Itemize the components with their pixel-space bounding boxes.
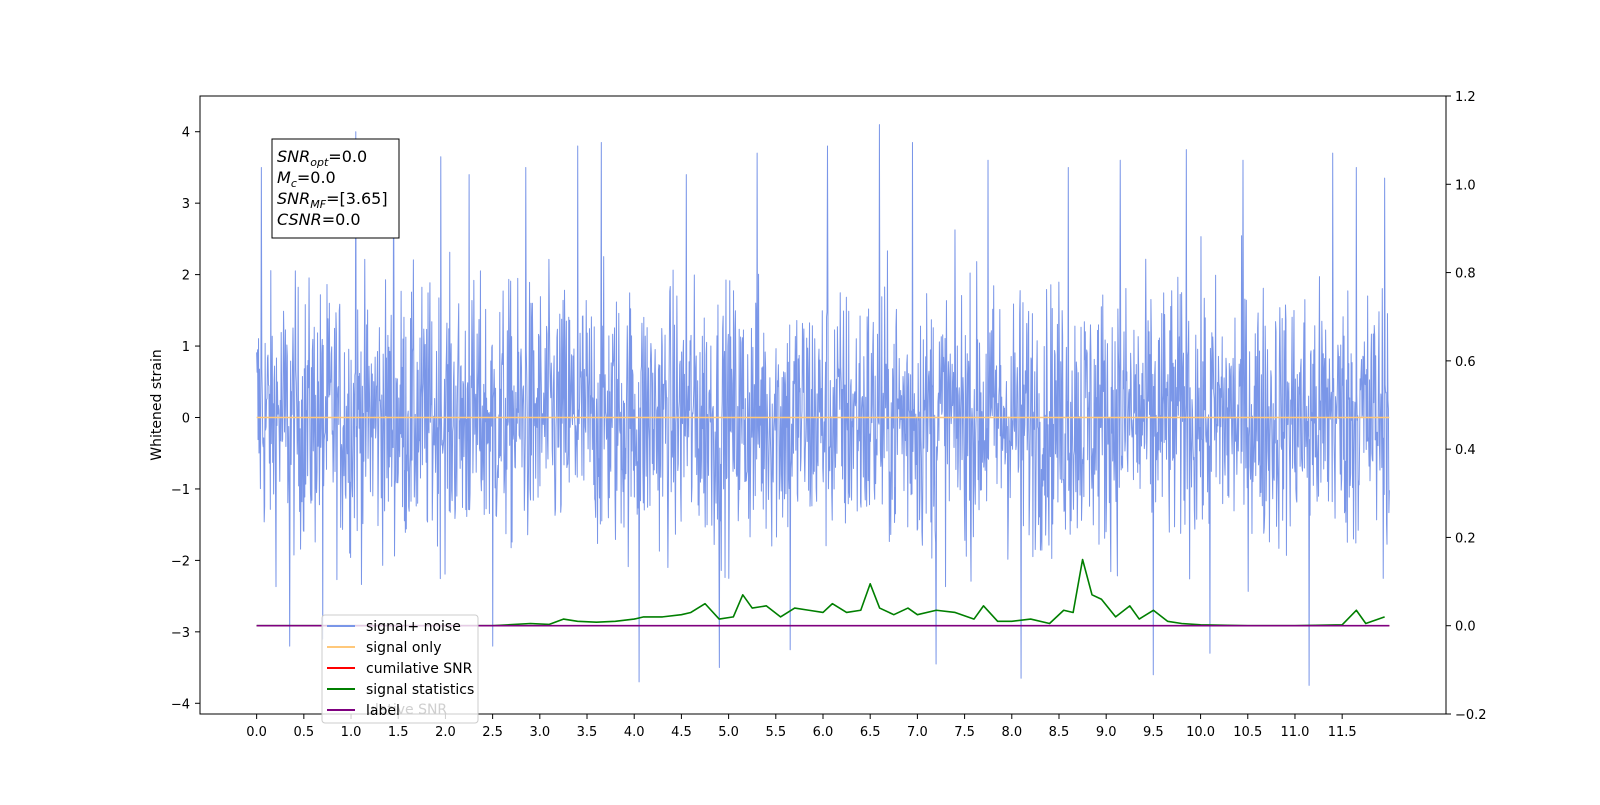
x-axis: 0.0 0.5 1.0 1.5 2.0 2.5 3.0 3.5 4.0 4.5 5.0 5.5 6.0 6… (246, 714, 1357, 740)
legend-label: signal only (366, 640, 441, 656)
x-tick-label: 10.0 (1186, 725, 1215, 740)
info-value: =0.0 (328, 147, 367, 166)
y2-tick-label: −0.2 (1455, 708, 1487, 723)
y-tick-label: −3 (171, 626, 190, 641)
y-tick-label: −1 (171, 483, 190, 498)
legend-label: cumilative SNR (366, 661, 473, 677)
series-line-3 (256, 558, 1385, 627)
info-line: SNRMF=[3.65] (277, 189, 388, 211)
y2-tick-label: 1.2 (1455, 90, 1476, 105)
y-axis-right: 1.2 1.0 0.8 0.6 0.4 0.2 0.0 −0.2 (1446, 90, 1487, 723)
x-tick-label: 2.5 (482, 725, 503, 740)
x-tick-label: 11.0 (1280, 725, 1309, 740)
y2-tick-label: 0.4 (1455, 443, 1476, 458)
x-tick-label: 1.5 (388, 725, 409, 740)
y-axis-label: Whitened strain (149, 349, 165, 460)
info-line: SNRopt=0.0 (277, 147, 367, 169)
y-tick-label: 2 (182, 269, 190, 284)
x-tick-label: 9.5 (1143, 725, 1164, 740)
x-tick-label: 4.0 (624, 725, 645, 740)
y-axis-left: 4 3 2 1 0 −1 −2 −3 −4 (171, 126, 200, 712)
x-tick-label: 5.0 (718, 725, 739, 740)
series-signal-noise-line (256, 124, 1390, 686)
y2-tick-label: 0.8 (1455, 267, 1476, 282)
info-subscript: c (291, 177, 297, 190)
info-line: CSNR=0.0 (277, 210, 361, 229)
info-value: =[3.65] (326, 189, 388, 208)
info-symbol: SNR (277, 147, 310, 166)
info-value: =0.0 (322, 210, 361, 229)
legend-label: signal statistics (366, 682, 474, 698)
legend-overlap-text: ulative SNR (366, 702, 447, 718)
x-tick-label: 8.0 (1001, 725, 1022, 740)
y2-tick-label: 0.0 (1455, 620, 1476, 635)
x-tick-label: 3.0 (529, 725, 550, 740)
y-tick-label: 3 (182, 197, 190, 212)
x-tick-label: 3.5 (577, 725, 598, 740)
y2-tick-label: 1.0 (1455, 178, 1476, 193)
info-line: Mc=0.0 (277, 168, 336, 190)
y-tick-label: 4 (182, 126, 190, 141)
y2-tick-label: 0.6 (1455, 355, 1476, 370)
x-tick-label: 8.5 (1049, 725, 1070, 740)
x-tick-label: 9.0 (1096, 725, 1117, 740)
legend: ulative SNR signal+ noise signal only cumil… (321, 614, 479, 724)
info-subscript: MF (310, 198, 326, 211)
x-tick-label: 7.0 (907, 725, 928, 740)
legend-label: signal+ noise (366, 619, 461, 635)
x-tick-label: 6.5 (860, 725, 881, 740)
y-tick-label: −2 (171, 554, 190, 569)
x-tick-label: 1.0 (341, 725, 362, 740)
x-tick-label: 5.5 (765, 725, 786, 740)
x-tick-label: 0.0 (246, 725, 267, 740)
x-tick-label: 10.5 (1233, 725, 1262, 740)
legend-label: label (366, 703, 400, 719)
x-tick-label: 0.5 (293, 725, 314, 740)
y2-tick-label: 0.2 (1455, 531, 1476, 546)
x-tick-label: 4.5 (671, 725, 692, 740)
info-value: =0.0 (297, 168, 336, 187)
info-subscript: opt (310, 156, 329, 169)
x-tick-label: 11.5 (1328, 725, 1357, 740)
y-tick-label: −4 (171, 697, 190, 712)
y-tick-label: 0 (182, 412, 190, 427)
info-symbol: CSNR (277, 210, 322, 229)
x-tick-label: 2.0 (435, 725, 456, 740)
x-tick-label: 6.0 (813, 725, 834, 740)
y-tick-label: 1 (182, 340, 190, 355)
legend-frame (321, 614, 479, 724)
info-symbol: M (277, 168, 291, 187)
info-symbol: SNR (277, 189, 310, 208)
x-tick-label: 7.5 (954, 725, 975, 740)
info-box-frame (271, 138, 400, 239)
